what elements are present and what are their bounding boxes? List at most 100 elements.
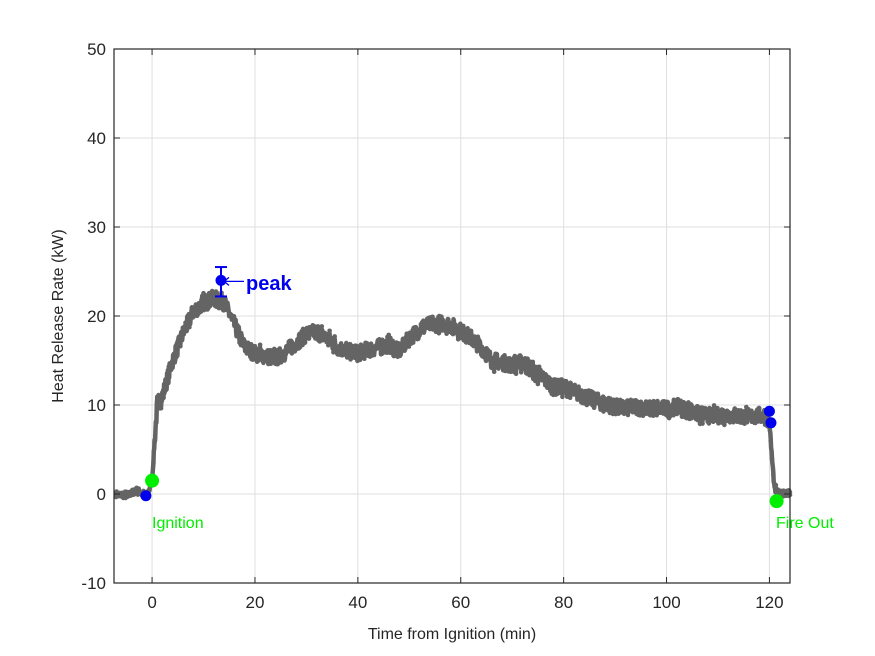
- data-point: [165, 374, 170, 380]
- data-point: [598, 402, 604, 408]
- data-point: [709, 408, 714, 414]
- data-point: [769, 456, 775, 462]
- data-point: [759, 413, 764, 419]
- peak-label: peak: [246, 273, 292, 295]
- data-point: [221, 303, 227, 309]
- data-point: [625, 411, 631, 416]
- data-point: [606, 395, 611, 401]
- data-point: [207, 303, 213, 309]
- y-tick-label: 50: [87, 40, 106, 59]
- data-point: [317, 338, 322, 343]
- data-point: [331, 350, 336, 355]
- data-point: [722, 422, 727, 428]
- data-point: [202, 300, 208, 305]
- data-point: [596, 395, 601, 401]
- data-point: [184, 328, 190, 333]
- data-point: [252, 345, 258, 350]
- data-point: [720, 408, 726, 413]
- data-point: [362, 354, 367, 360]
- data-point: [443, 325, 448, 331]
- data-point: [324, 335, 330, 341]
- data-point: [318, 329, 323, 335]
- data-point: [193, 302, 199, 307]
- data-point: [198, 309, 204, 314]
- fire-out-marker: [769, 494, 784, 509]
- end-upper-marker: [763, 405, 775, 417]
- data-point: [389, 346, 394, 351]
- data-point: [390, 338, 395, 344]
- data-point: [410, 339, 416, 345]
- y-axis-label: Heat Release Rate (kW): [50, 229, 67, 402]
- data-point: [553, 390, 559, 395]
- data-point: [435, 327, 440, 333]
- data-point: [475, 344, 480, 350]
- data-point: [674, 410, 680, 416]
- data-point: [755, 419, 761, 424]
- data-point: [695, 404, 700, 409]
- data-point: [628, 399, 633, 404]
- data-point: [319, 324, 325, 329]
- data-point: [328, 335, 334, 341]
- data-point: [735, 419, 740, 425]
- data-point: [255, 349, 260, 354]
- data-point: [403, 346, 408, 352]
- data-point: [131, 491, 137, 497]
- data-point: [430, 314, 435, 320]
- data-point: [678, 398, 683, 404]
- data-point: [570, 385, 575, 391]
- data-point: [170, 363, 175, 369]
- data-point: [533, 378, 538, 384]
- data-point: [624, 398, 629, 404]
- data-point: [217, 297, 223, 303]
- data-point: [680, 413, 686, 419]
- data-point: [327, 328, 332, 334]
- data-point: [693, 416, 699, 422]
- data-point: [238, 340, 244, 346]
- data-point: [507, 357, 512, 363]
- data-point: [371, 351, 376, 357]
- data-point: [692, 410, 698, 416]
- data-point: [405, 340, 411, 346]
- data-point: [509, 367, 515, 372]
- y-tick-label: -10: [81, 574, 106, 593]
- data-point: [185, 319, 191, 325]
- data-point: [723, 413, 728, 418]
- data-point: [711, 403, 717, 408]
- data-point: [525, 356, 530, 362]
- ignition-marker: [145, 473, 160, 488]
- data-point: [268, 347, 273, 353]
- data-point: [152, 440, 157, 445]
- data-point: [671, 400, 677, 405]
- data-point: [700, 421, 705, 426]
- data-point: [399, 344, 404, 349]
- data-point: [383, 343, 389, 348]
- data-point: [302, 340, 308, 345]
- data-point: [611, 398, 617, 404]
- data-point: [657, 408, 663, 414]
- y-tick-label: 30: [87, 218, 106, 237]
- data-point: [377, 344, 383, 350]
- data-point: [683, 406, 689, 412]
- data-point: [684, 411, 690, 417]
- data-point: [688, 402, 694, 407]
- data-point: [230, 314, 236, 320]
- data-point: [576, 397, 582, 402]
- data-point: [346, 347, 352, 353]
- data-point: [742, 417, 748, 423]
- data-point: [386, 332, 392, 338]
- data-point: [704, 407, 709, 413]
- data-point: [228, 311, 233, 317]
- data-point: [446, 322, 452, 328]
- x-tick-label: 80: [554, 593, 573, 612]
- data-point: [380, 337, 385, 343]
- data-point: [729, 412, 735, 417]
- data-point: [665, 400, 671, 405]
- data-point: [710, 415, 716, 421]
- data-point: [524, 371, 529, 376]
- x-tick-label: 20: [246, 593, 265, 612]
- data-point: [768, 438, 773, 444]
- x-tick-labels: 0 20 40 60 80 100 120: [147, 593, 783, 612]
- peak-marker: [215, 274, 227, 286]
- data-point: [242, 341, 247, 346]
